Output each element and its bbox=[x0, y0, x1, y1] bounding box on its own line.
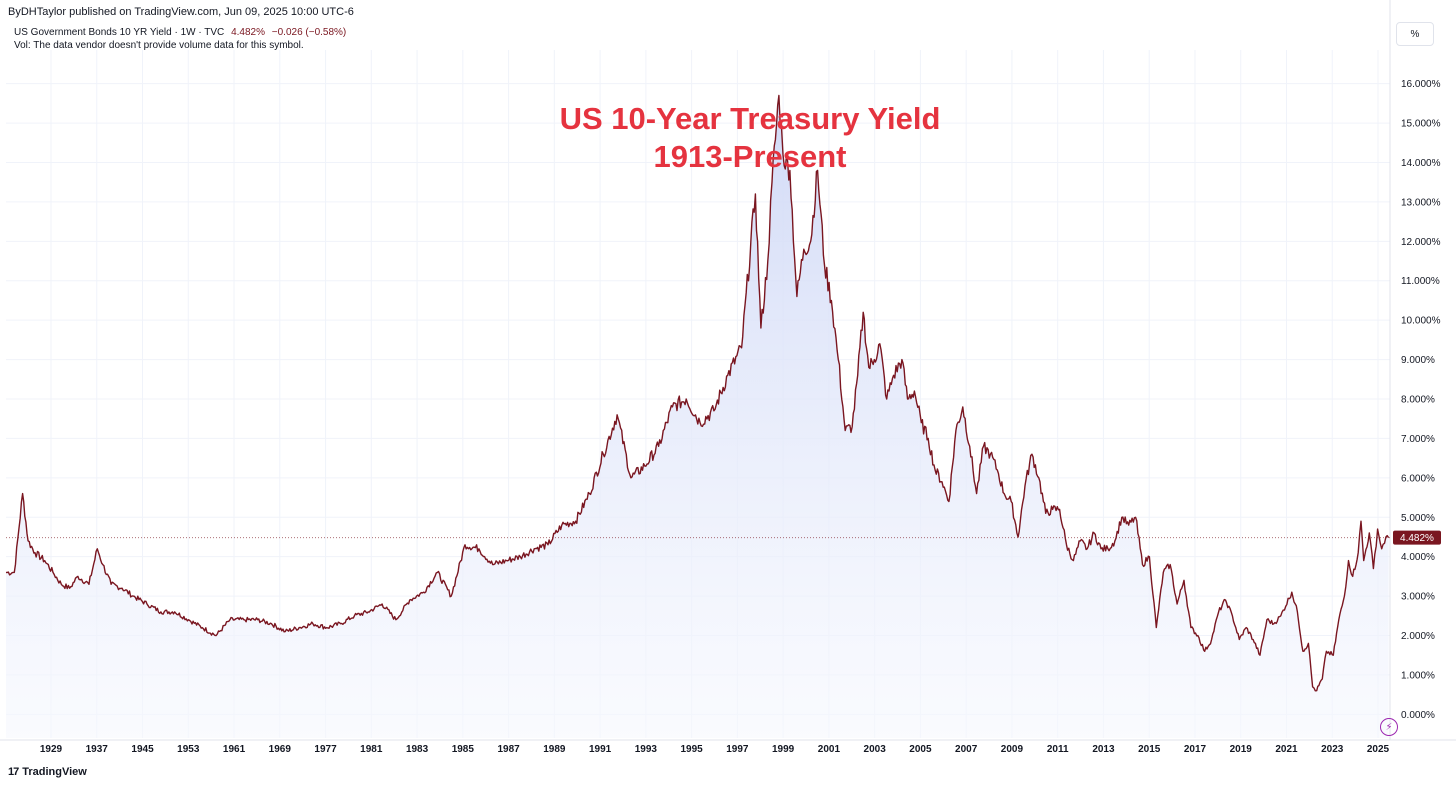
change-value: −0.026 (−0.58%) bbox=[271, 27, 347, 38]
x-tick-label: 1983 bbox=[406, 744, 429, 755]
y-tick-label: 11.000% bbox=[1401, 276, 1440, 287]
x-tick-label: 2003 bbox=[864, 744, 887, 755]
x-tick-label: 1961 bbox=[223, 744, 246, 755]
x-tick-label: 2001 bbox=[818, 744, 841, 755]
current-price-label: 4.482% bbox=[1400, 533, 1434, 544]
x-tick-label: 1991 bbox=[589, 744, 612, 755]
x-tick-label: 1995 bbox=[680, 744, 703, 755]
x-tick-label: 2019 bbox=[1230, 744, 1253, 755]
x-tick-label: 2011 bbox=[1047, 744, 1069, 755]
y-tick-label: 6.000% bbox=[1401, 473, 1435, 484]
x-tick-label: 2005 bbox=[909, 744, 932, 755]
y-tick-label: 8.000% bbox=[1401, 395, 1435, 406]
symbol-legend: US Government Bonds 10 YR Yield · 1W · T… bbox=[14, 27, 346, 38]
chart-title-block: US 10-Year Treasury Yield 1913-Present bbox=[500, 100, 1000, 176]
x-tick-label: 1945 bbox=[131, 744, 154, 755]
x-tick-label: 1953 bbox=[177, 744, 200, 755]
x-tick-label: 1997 bbox=[726, 744, 749, 755]
yield-line bbox=[5, 94, 1390, 692]
y-tick-label: 16.000% bbox=[1401, 79, 1441, 90]
x-tick-label: 2009 bbox=[1001, 744, 1024, 755]
tradingview-brand: TradingView bbox=[22, 766, 87, 778]
x-tick-label: 2021 bbox=[1275, 744, 1298, 755]
y-tick-label: 3.000% bbox=[1401, 592, 1435, 603]
x-tick-label: 2025 bbox=[1367, 744, 1390, 755]
x-tick-label: 1993 bbox=[635, 744, 658, 755]
x-tick-label: 2023 bbox=[1321, 744, 1344, 755]
x-tick-label: 1929 bbox=[40, 744, 63, 755]
volume-note: Vol: The data vendor doesn't provide vol… bbox=[14, 40, 304, 51]
x-tick-label: 2017 bbox=[1184, 744, 1207, 755]
chart-title: US 10-Year Treasury Yield bbox=[559, 101, 941, 136]
chart-subtitle: 1913-Present bbox=[653, 139, 847, 174]
publisher-line: ByDHTaylor published on TradingView.com,… bbox=[8, 6, 354, 18]
x-tick-label: 1999 bbox=[772, 744, 795, 755]
x-tick-label: 1987 bbox=[497, 744, 520, 755]
x-tick-label: 1989 bbox=[543, 744, 566, 755]
x-tick-label: 1981 bbox=[360, 744, 383, 755]
y-tick-label: 7.000% bbox=[1401, 434, 1435, 445]
y-tick-label: 5.000% bbox=[1401, 513, 1435, 524]
x-tick-label: 2015 bbox=[1138, 744, 1161, 755]
current-price-label-bg bbox=[1393, 530, 1441, 545]
x-tick-label: 2007 bbox=[955, 744, 978, 755]
x-tick-label: 1977 bbox=[314, 744, 337, 755]
y-tick-label: 1.000% bbox=[1401, 670, 1435, 681]
y-tick-label: 0.000% bbox=[1401, 710, 1435, 721]
lightning-icon[interactable]: ⚡ bbox=[1380, 718, 1398, 736]
yield-area-fill bbox=[6, 95, 1389, 738]
x-tick-label: 1969 bbox=[269, 744, 292, 755]
last-value: 4.482% bbox=[231, 27, 265, 38]
y-tick-label: 4.000% bbox=[1401, 552, 1435, 563]
symbol-name[interactable]: US Government Bonds 10 YR Yield · 1W · T… bbox=[14, 27, 225, 38]
y-tick-label: 14.000% bbox=[1401, 158, 1441, 169]
y-tick-label: 2.000% bbox=[1401, 631, 1435, 642]
tradingview-logo[interactable]: 17 TradingView bbox=[8, 766, 87, 778]
x-tick-label: 2013 bbox=[1092, 744, 1115, 755]
x-tick-label: 1985 bbox=[452, 744, 475, 755]
y-tick-label: 13.000% bbox=[1401, 197, 1441, 208]
percent-scale-button[interactable]: % bbox=[1396, 22, 1434, 46]
y-tick-label: 10.000% bbox=[1401, 316, 1441, 327]
tradingview-mark-icon: 17 bbox=[8, 766, 19, 778]
y-tick-label: 15.000% bbox=[1401, 119, 1441, 130]
y-tick-label: 9.000% bbox=[1401, 355, 1435, 366]
x-tick-label: 1937 bbox=[86, 744, 109, 755]
y-tick-label: 12.000% bbox=[1401, 237, 1441, 248]
